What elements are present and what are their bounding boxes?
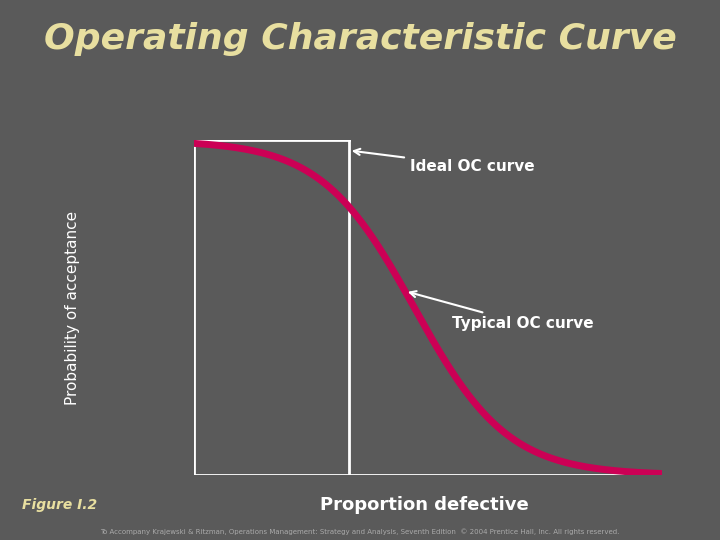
Text: Proportion defective: Proportion defective — [320, 496, 529, 514]
Text: Operating Characteristic Curve: Operating Characteristic Curve — [44, 22, 676, 56]
Text: Probability of acceptance: Probability of acceptance — [65, 211, 79, 405]
Text: To Accompany Krajewski & Ritzman, Operations Management: Strategy and Analysis, : To Accompany Krajewski & Ritzman, Operat… — [100, 528, 620, 535]
Text: Ideal OC curve: Ideal OC curve — [354, 149, 534, 173]
Text: Typical OC curve: Typical OC curve — [410, 291, 593, 331]
Text: Figure I.2: Figure I.2 — [22, 498, 96, 512]
